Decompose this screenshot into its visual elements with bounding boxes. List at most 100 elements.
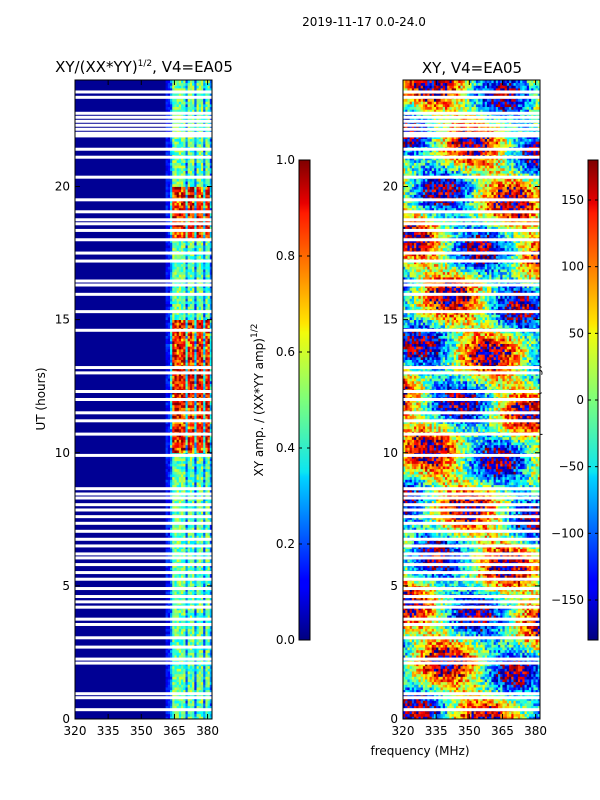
amp-heatmap-cell bbox=[183, 226, 186, 230]
amp-heatmap-cell bbox=[165, 407, 169, 411]
amp-heatmap-cell bbox=[203, 399, 206, 403]
amp-heatmap-cell bbox=[176, 149, 180, 153]
amp-heatmap-cell bbox=[196, 671, 200, 675]
amp-heatmap-cell bbox=[203, 628, 206, 632]
amp-heatmap-cell bbox=[207, 253, 211, 257]
amp-heatmap-cell bbox=[172, 231, 175, 235]
amp-heatmap-cell bbox=[209, 207, 212, 211]
amp-heatmap-cell bbox=[205, 506, 208, 510]
amp-heatmap-cell bbox=[165, 109, 169, 113]
amp-heatmap-cell bbox=[192, 407, 195, 411]
amp-heatmap-cell bbox=[205, 106, 208, 110]
amp-heatmap-cell bbox=[200, 631, 204, 635]
amp-heatmap-cell bbox=[194, 213, 197, 217]
amp-heatmap-cell bbox=[194, 314, 197, 318]
amp-heatmap-cell bbox=[187, 239, 191, 243]
amp-heatmap-cell bbox=[205, 700, 208, 704]
amp-heatmap-cell bbox=[172, 319, 175, 323]
amp-heatmap-cell bbox=[183, 641, 186, 645]
amp-heatmap-cell bbox=[198, 583, 202, 587]
amp-heatmap-cell bbox=[176, 420, 180, 424]
amp-heatmap-cell bbox=[200, 647, 204, 651]
amp-heatmap-cell bbox=[178, 170, 182, 174]
amp-heatmap-cell bbox=[181, 458, 184, 462]
amp-heatmap-cell bbox=[205, 143, 208, 147]
amp-heatmap-cell bbox=[185, 306, 189, 310]
amp-heatmap-cell bbox=[196, 322, 200, 326]
amp-heatmap-cell bbox=[207, 583, 211, 587]
amp-heatmap-cell bbox=[170, 564, 173, 568]
amp-heatmap-cell bbox=[207, 700, 211, 704]
amp-heatmap-cell bbox=[165, 631, 169, 635]
amp-heatmap-cell bbox=[207, 567, 211, 571]
amp-heatmap-cell bbox=[200, 415, 204, 419]
amp-heatmap-cell bbox=[183, 527, 186, 531]
amp-heatmap-cell bbox=[200, 213, 204, 217]
amp-heatmap-cell bbox=[198, 455, 202, 459]
amp-heatmap-cell bbox=[170, 186, 173, 190]
amp-heatmap-cell bbox=[174, 356, 178, 360]
amp-heatmap-cell bbox=[183, 234, 186, 238]
amp-heatmap-cell bbox=[181, 261, 184, 265]
amp-heatmap-cell bbox=[189, 117, 193, 121]
amp-heatmap-cell bbox=[165, 213, 169, 217]
amp-heatmap-cell bbox=[176, 178, 180, 182]
amp-heatmap-cell bbox=[165, 567, 169, 571]
amp-heatmap-cell bbox=[183, 466, 186, 470]
amp-heatmap-cell bbox=[167, 383, 171, 387]
amp-panel-title: XY/(XX*YY)1/2, V4=EA05 bbox=[55, 58, 233, 76]
amp-heatmap-cell bbox=[189, 591, 193, 595]
amp-heatmap-cell bbox=[172, 716, 175, 719]
amp-heatmap-cell bbox=[167, 703, 171, 707]
amp-heatmap-cell bbox=[174, 340, 178, 344]
amp-heatmap-cell bbox=[174, 295, 178, 299]
amp-heatmap-cell bbox=[181, 245, 184, 249]
amp-heatmap-cell bbox=[167, 615, 171, 619]
amp-heatmap-cell bbox=[178, 149, 182, 153]
amp-heatmap-cell bbox=[205, 330, 208, 334]
amp-heatmap-cell bbox=[185, 442, 189, 446]
amp-heatmap-cell bbox=[189, 223, 193, 227]
amp-heatmap-cell bbox=[198, 609, 202, 613]
amp-heatmap-cell bbox=[207, 271, 211, 275]
amp-heatmap-cell bbox=[207, 588, 211, 592]
amp-heatmap-cell bbox=[174, 455, 178, 459]
amp-heatmap-cell bbox=[174, 524, 178, 528]
amp-heatmap-cell bbox=[174, 532, 178, 536]
amp-heatmap-cell bbox=[203, 671, 206, 675]
amp-heatmap-cell bbox=[203, 285, 206, 289]
amp-heatmap-cell bbox=[194, 303, 197, 307]
amp-heatmap-cell bbox=[207, 151, 211, 155]
amp-heatmap-cell bbox=[203, 601, 206, 605]
amp-heatmap-cell bbox=[174, 271, 178, 275]
amp-heatmap-cell bbox=[172, 346, 175, 350]
amp-heatmap-cell bbox=[196, 655, 200, 659]
amp-heatmap-cell bbox=[207, 380, 211, 384]
amp-heatmap-cell bbox=[170, 149, 173, 153]
amp-heatmap-cell bbox=[205, 553, 208, 557]
amp-heatmap-cell bbox=[167, 415, 171, 419]
amp-heatmap-cell bbox=[196, 511, 200, 515]
amp-heatmap-cell bbox=[198, 545, 202, 549]
amp-heatmap-cell bbox=[196, 567, 200, 571]
amp-heatmap-cell bbox=[198, 713, 202, 717]
amp-heatmap-cell bbox=[207, 607, 211, 611]
amp-heatmap-cell bbox=[196, 199, 200, 203]
amp-heatmap-cell bbox=[178, 141, 182, 145]
amp-heatmap-cell bbox=[172, 415, 175, 419]
amp-heatmap-cell bbox=[209, 490, 212, 494]
amp-heatmap-cell bbox=[183, 442, 186, 446]
amp-heatmap-cell bbox=[176, 269, 180, 273]
amp-heatmap-cell bbox=[187, 511, 191, 515]
amp-heatmap-cell bbox=[170, 519, 173, 523]
amp-heatmap-cell bbox=[185, 639, 189, 643]
amp-heatmap-cell bbox=[207, 468, 211, 472]
amp-heatmap-cell bbox=[181, 277, 184, 281]
amp-heatmap-cell bbox=[187, 380, 191, 384]
amp-heatmap-cell bbox=[200, 404, 204, 408]
amp-heatmap-cell bbox=[185, 471, 189, 475]
amp-heatmap-cell bbox=[200, 716, 204, 719]
amp-heatmap-cell bbox=[165, 271, 169, 275]
amp-heatmap-cell bbox=[200, 189, 204, 193]
amp-heatmap-cell bbox=[183, 500, 186, 504]
